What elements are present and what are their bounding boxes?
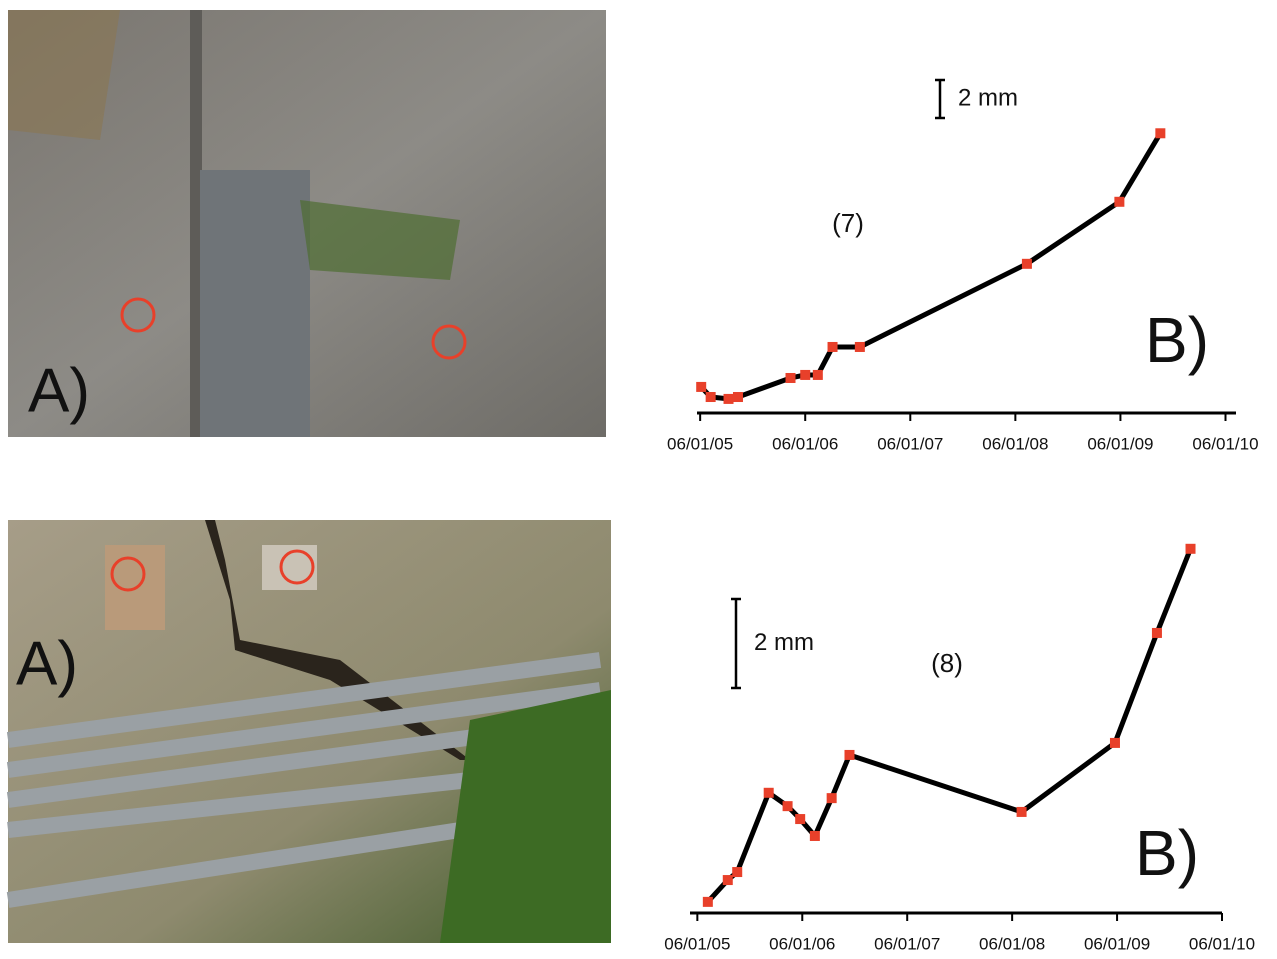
x-tick-label: 06/01/06: [769, 934, 835, 953]
x-tick-label: 06/01/08: [982, 434, 1048, 453]
x-tick-label: 06/01/10: [1189, 934, 1255, 953]
x-tick-label: 06/01/07: [877, 434, 943, 453]
data-point: [706, 392, 716, 402]
data-point: [810, 831, 820, 841]
data-point: [844, 750, 854, 760]
data-point: [1017, 807, 1027, 817]
data-point: [1155, 128, 1165, 138]
figure: A) A) 06/01/05 06/01/06 06/01/07 06/01/08 06…: [0, 0, 1277, 954]
data-point: [795, 814, 805, 824]
photo-label: A): [28, 356, 90, 425]
x-tick-label: 06/01/05: [667, 434, 733, 453]
photo-1: A): [8, 10, 606, 437]
data-point: [1152, 628, 1162, 638]
x-tick-label: 06/01/06: [772, 434, 838, 453]
data-point: [696, 382, 706, 392]
data-point: [733, 392, 743, 402]
panel-label: B): [1135, 817, 1199, 889]
x-tick-label: 06/01/08: [979, 934, 1045, 953]
annotation: (7): [832, 208, 864, 238]
wall-patch: [200, 170, 310, 437]
data-point: [732, 867, 742, 877]
data-point: [1186, 544, 1196, 554]
annotation: (8): [931, 648, 963, 678]
x-tick-label: 06/01/07: [874, 934, 940, 953]
photo-label: A): [16, 629, 78, 698]
x-tick-label: 06/01/05: [664, 934, 730, 953]
data-point: [1114, 197, 1124, 207]
data-point: [786, 373, 796, 383]
x-tick-label: 06/01/09: [1084, 934, 1150, 953]
data-line: [701, 133, 1160, 399]
x-tick-label: 06/01/10: [1192, 434, 1258, 453]
data-point: [783, 801, 793, 811]
data-point: [855, 342, 865, 352]
panel-label: B): [1145, 304, 1209, 376]
data-point: [813, 370, 823, 380]
scale-bar-label: 2 mm: [958, 84, 1018, 111]
data-point: [1022, 259, 1032, 269]
data-point: [723, 875, 733, 885]
data-line: [708, 549, 1191, 902]
scale-bar: [731, 599, 741, 688]
data-point: [800, 370, 810, 380]
data-point: [827, 793, 837, 803]
data-point: [703, 897, 713, 907]
data-point: [764, 788, 774, 798]
data-point: [724, 394, 734, 404]
page: A) A) 06/01/05 06/01/06 06/01/07 06/01/08 06…: [0, 0, 1277, 954]
data-point: [1110, 738, 1120, 748]
scale-bar-label: 2 mm: [754, 629, 814, 656]
scale-bar: [935, 80, 945, 118]
photo-2: A): [8, 520, 611, 943]
data-point: [828, 342, 838, 352]
x-tick-label: 06/01/09: [1087, 434, 1153, 453]
